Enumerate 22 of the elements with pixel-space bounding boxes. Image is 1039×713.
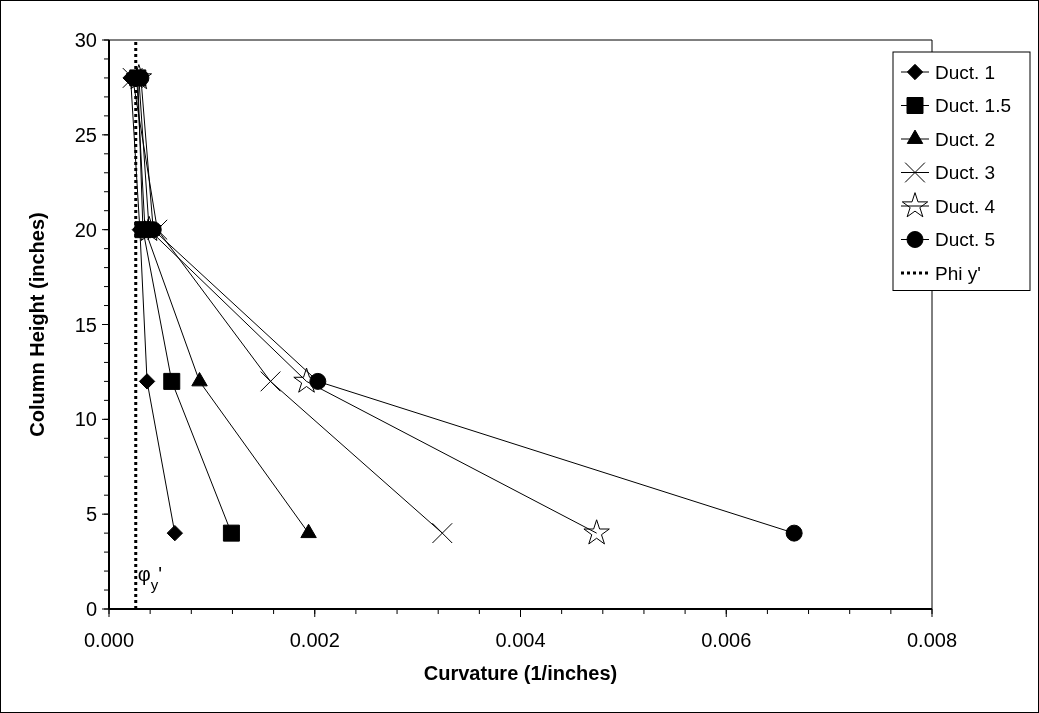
legend-label: Duct. 4 (935, 195, 996, 217)
y-tick-label: 10 (74, 408, 97, 431)
y-tick-label: 30 (74, 29, 97, 51)
x-tick-label: 0.004 (495, 629, 546, 651)
y-axis-title: Column Height (inches) (26, 212, 48, 437)
y-tick-label: 5 (85, 503, 97, 526)
legend-label: Duct. 5 (935, 229, 996, 251)
x-tick-label: 0.006 (701, 629, 752, 651)
legend-label: Duct. 3 (935, 162, 996, 184)
x-axis-title: Curvature (1/inches) (423, 662, 618, 684)
legend-label: Duct. 1.5 (935, 95, 1012, 117)
legend-label: Phi y' (935, 262, 981, 284)
y-tick-label: 15 (74, 313, 97, 336)
x-tick-label: 0.008 (906, 629, 958, 651)
x-tick-label: 0.000 (83, 629, 135, 651)
y-tick-label: 0 (85, 598, 97, 620)
legend-label: Duct. 2 (935, 128, 996, 150)
annotation: φ$_{y}$' (137, 562, 163, 593)
legend-label: Duct. 1 (935, 61, 996, 83)
x-tick-label: 0.002 (289, 629, 340, 651)
y-tick-label: 25 (74, 123, 97, 146)
y-tick-label: 20 (74, 218, 97, 241)
